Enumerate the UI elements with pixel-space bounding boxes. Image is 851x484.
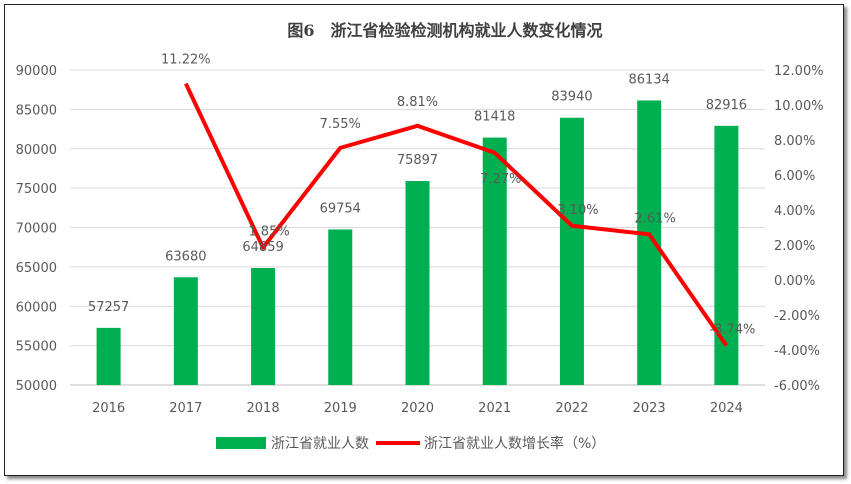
bar-data-label: 69754 [320, 201, 361, 216]
right-tick-label: -6.00% [774, 379, 820, 394]
growth-line [184, 82, 729, 347]
left-tick-label: 90000 [16, 64, 57, 79]
right-tick-label: 2.00% [774, 239, 815, 254]
legend-line-label: 浙江省就业人数增长率（%） [424, 435, 605, 452]
bar-data-label: 63680 [165, 249, 206, 264]
left-tick-label: 80000 [16, 143, 57, 158]
line-data-label: 3.10% [557, 203, 598, 218]
bar [96, 327, 121, 385]
line-data-label: 11.22% [161, 53, 211, 68]
right-tick-label: -4.00% [774, 344, 820, 359]
bar-data-label: 82916 [706, 98, 747, 113]
line-data-label: -3.74% [709, 322, 755, 337]
legend: 浙江省就业人数 浙江省就业人数增长率（%） [216, 435, 605, 452]
right-tick-label: 12.00% [774, 64, 824, 79]
bar-data-label: 83940 [551, 90, 592, 105]
x-tick-label: 2016 [92, 401, 125, 416]
right-tick-label: 6.00% [774, 169, 815, 184]
x-tick-label: 2019 [324, 401, 357, 416]
x-tick-label: 2023 [633, 401, 666, 416]
bar-data-label: 81418 [474, 110, 515, 125]
right-tick-label: 10.00% [774, 99, 824, 114]
right-tick-label: 0.00% [774, 274, 815, 289]
right-tick-label: 4.00% [774, 204, 815, 219]
left-tick-label: 55000 [16, 340, 57, 355]
bar [637, 100, 662, 385]
left-tick-label: 60000 [16, 300, 57, 315]
right-tick-label: -2.00% [774, 309, 820, 324]
bar-data-label: 86134 [628, 72, 669, 87]
bar [714, 125, 739, 385]
line-data-label: 7.27% [480, 172, 521, 187]
bar [251, 267, 276, 385]
x-tick-label: 2020 [401, 401, 434, 416]
left-tick-label: 70000 [16, 222, 57, 237]
left-tick-label: 75000 [16, 182, 57, 197]
right-tick-label: 8.00% [774, 134, 815, 149]
x-tick-label: 2024 [710, 401, 743, 416]
left-tick-label: 65000 [16, 261, 57, 276]
x-tick-label: 2017 [169, 401, 202, 416]
x-tick-label: 2022 [555, 401, 588, 416]
bar-data-label: 75897 [397, 153, 438, 168]
bar [405, 181, 430, 385]
bar [328, 229, 353, 385]
bar-data-label: 57257 [88, 300, 129, 315]
bar-data-label: 64859 [242, 240, 283, 255]
line-data-label: 8.81% [397, 95, 438, 110]
chart-title: 图6 浙江省检验检测机构就业人数变化情况 [287, 21, 602, 40]
line-data-label: 1.85% [248, 225, 289, 240]
line-data-label: 7.55% [320, 117, 361, 132]
left-tick-label: 50000 [16, 379, 57, 394]
legend-bar-swatch [216, 437, 266, 449]
legend-bar-label: 浙江省就业人数 [271, 436, 369, 452]
line-data-label: 2.61% [635, 211, 676, 226]
x-tick-label: 2021 [478, 401, 511, 416]
x-tick-label: 2018 [247, 401, 280, 416]
left-tick-label: 85000 [16, 103, 57, 118]
bar [173, 277, 198, 385]
bar [482, 137, 507, 385]
bar [559, 117, 584, 385]
